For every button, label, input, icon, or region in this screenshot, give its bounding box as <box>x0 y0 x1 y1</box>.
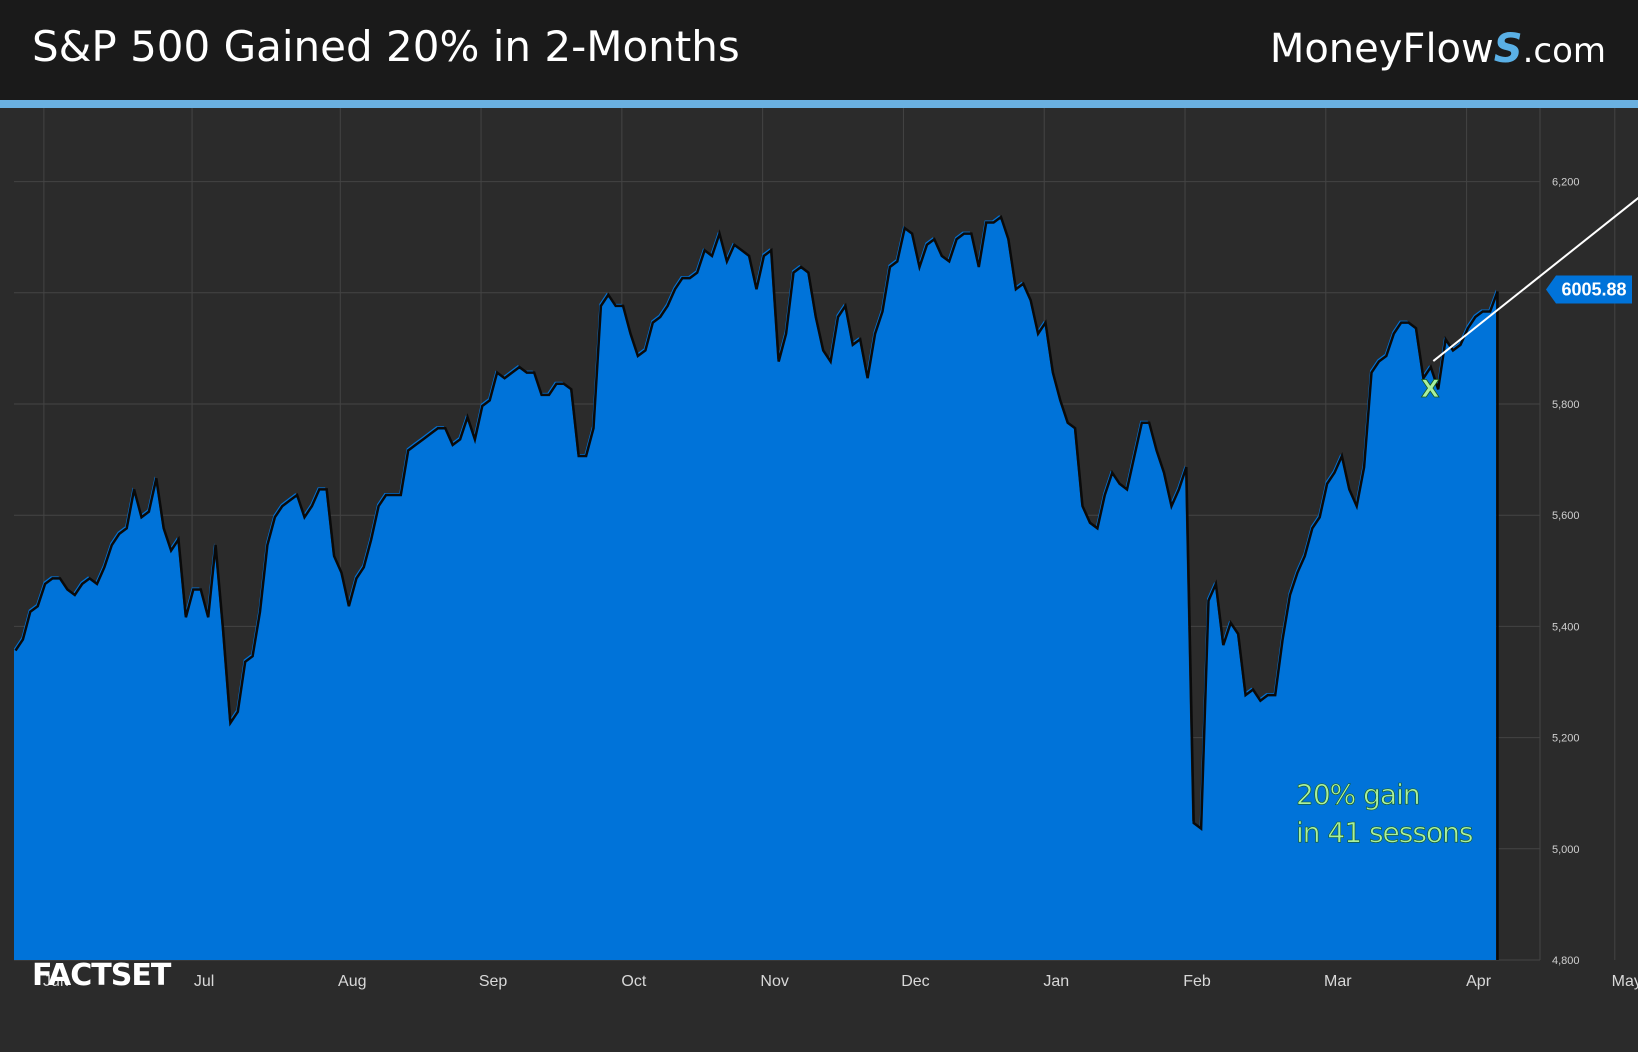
annotation-text: 20% gain <box>1296 778 1420 811</box>
last-value-label: 6005.88 <box>1561 280 1626 300</box>
x-tick-label: May <box>1612 973 1638 990</box>
x-tick-label: Jul <box>194 973 214 990</box>
x-tick-label: Jun <box>43 973 69 990</box>
x-tick-label: Apr <box>1466 973 1492 990</box>
index-edge-line <box>14 214 1499 960</box>
y-tick-label: 5,600 <box>1552 510 1580 522</box>
brand-logo: MoneyFlowS.com <box>1270 26 1606 72</box>
x-tick-label: Sep <box>479 973 508 990</box>
x-tick-label: Jan <box>1043 973 1069 990</box>
x-tick-label: Dec <box>901 973 929 990</box>
y-tick-label: 5,800 <box>1552 399 1580 411</box>
annotation-text: in 41 sessons <box>1296 816 1473 849</box>
factset-logo: FACTSET <box>32 958 171 993</box>
brand-main: MoneyFlow <box>1269 26 1494 72</box>
chart-header: S&P 500 Gained 20% in 2-Months MoneyFlow… <box>0 0 1638 108</box>
x-tick-label: Feb <box>1183 973 1211 990</box>
last-value-badge <box>1546 275 1632 304</box>
y-tick-label: 5,200 <box>1552 733 1580 745</box>
chart-title: S&P 500 Gained 20% in 2-Months <box>32 22 740 71</box>
y-tick-label: 6,200 <box>1552 177 1580 189</box>
x-tick-label: Mar <box>1324 973 1352 990</box>
brand-suffix: .com <box>1522 31 1606 71</box>
x-tick-label: Nov <box>760 973 788 990</box>
y-tick-label: 4,800 <box>1552 955 1580 967</box>
low-marker: X <box>1421 375 1440 403</box>
index-area-series <box>14 215 1496 960</box>
header-accent-rule <box>0 100 1638 108</box>
x-tick-label: Aug <box>338 973 366 990</box>
y-tick-label: 5,000 <box>1552 844 1580 856</box>
x-axis: Jun Jul Aug Sep Oct Nov Dec Jan Feb Mar Apr May <box>43 973 1638 990</box>
x-tick-label: Oct <box>621 973 646 990</box>
brand-s-icon: S <box>1493 26 1523 72</box>
trend-line <box>1432 196 1638 362</box>
y-axis: 4,800 5,000 5,200 5,400 5,600 5,800 6,200 <box>1552 177 1580 967</box>
y-tick-label: 5,400 <box>1552 621 1580 633</box>
